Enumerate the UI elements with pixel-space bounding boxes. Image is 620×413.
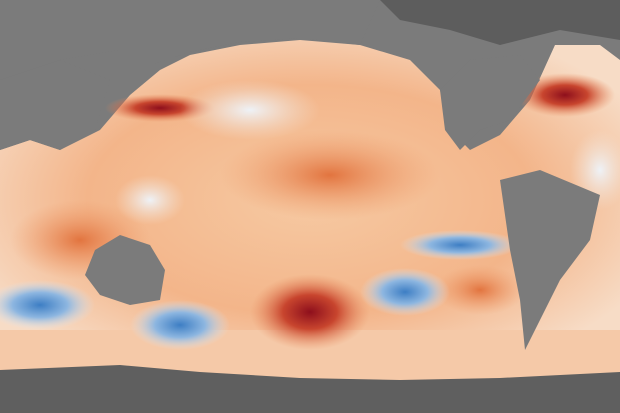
warm-anomaly (515, 73, 615, 117)
warm-anomaly (220, 130, 440, 220)
australia (85, 235, 165, 305)
antarctica (0, 365, 620, 413)
cool-anomaly (360, 268, 450, 316)
cool-anomaly (0, 280, 95, 330)
arctic-land (380, 0, 620, 45)
south-america (500, 170, 600, 350)
cool-anomaly (130, 300, 230, 350)
asia-coast (0, 60, 110, 150)
north-america-east (440, 55, 540, 150)
warm-anomaly (250, 274, 370, 350)
neutral-area (180, 80, 320, 140)
cool-anomaly (400, 230, 520, 260)
asia (0, 0, 380, 80)
warm-anomaly (435, 265, 525, 315)
neutral-area (115, 175, 185, 225)
